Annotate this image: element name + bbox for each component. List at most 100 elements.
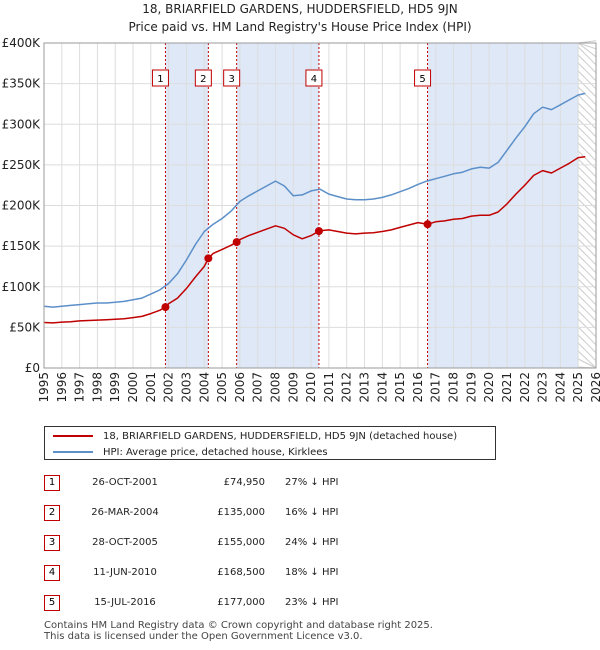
forecast-hatch [577,278,597,298]
x-tick-label: 1995 [37,372,51,403]
forecast-hatch [577,198,597,218]
sale-price: £135,000 [217,507,265,518]
sale-label-text: 5 [419,74,425,85]
table-row: 3 28-OCT-2005 £155,000 24% ↓ HPI [0,535,600,555]
forecast-hatch [577,286,597,306]
x-tick-label: 2016 [411,372,425,403]
forecast-hatch [577,310,597,330]
sale-date: 26-MAR-2004 [91,507,159,518]
forecast-hatch [577,358,597,369]
sale-price: £168,500 [217,567,265,578]
x-tick-label: 1997 [73,372,87,403]
x-tick-label: 2005 [215,372,229,403]
sale-price: £177,000 [217,597,265,608]
forecast-hatch [577,94,597,114]
y-tick-label: £300K [2,117,42,131]
forecast-hatch [577,102,597,122]
x-tick-label: 2019 [464,372,478,403]
forecast-hatch [577,326,597,346]
sale-price: £155,000 [217,537,265,548]
sale-date: 26-OCT-2001 [92,477,158,488]
sale-label-text: 3 [228,74,234,85]
forecast-hatch [577,158,597,178]
x-tick-label: 2015 [393,372,407,403]
forecast-hatch [577,350,597,369]
sale-label: 3 [223,69,241,87]
x-tick-label: 2004 [197,372,211,403]
sale-label: 5 [414,69,432,87]
sale-price: £74,950 [223,477,265,488]
sale-label: 4 [305,69,323,87]
forecast-hatch [578,42,597,50]
sale-label: 2 [194,69,212,87]
legend-label-hpi: HPI: Average price, detached house, Kirk… [103,446,328,458]
y-tick-label: £50K [9,320,41,334]
forecast-hatch [577,166,597,186]
forecast-hatch [577,302,597,322]
x-tick-label: 2001 [144,372,158,403]
forecast-hatch [577,294,597,314]
property-series-line [43,156,586,324]
x-tick-label: 2000 [126,372,140,403]
forecast-hatch [577,110,597,130]
x-tick-label: 2017 [429,372,443,403]
x-tick-label: 2012 [340,372,354,403]
sale-label: 1 [151,69,169,87]
sale-points [161,220,432,312]
forecast-hatch [577,142,597,162]
sale-badge: 5 [44,595,60,611]
x-tick-label: 2021 [500,372,514,403]
forecast-hatch [577,42,597,58]
table-row: 5 15-JUL-2016 £177,000 23% ↓ HPI [0,595,600,615]
forecast-hatch [577,334,597,354]
chart-title: 18, BRIARFIELD GARDENS, HUDDERSFIELD, HD… [142,2,457,16]
sale-badge: 3 [44,535,60,551]
x-tick-label: 2022 [518,372,532,403]
x-tick-label: 2013 [358,372,372,403]
x-tick-label: 2010 [304,372,318,403]
y-tick-label: £0 [25,361,40,375]
price-chart: 18, BRIARFIELD GARDENS, HUDDERSFIELD, HD… [2,2,600,403]
chart-subtitle: Price paid vs. HM Land Registry's House … [128,20,471,34]
forecast-hatch [577,86,597,106]
sale-labels: 1 2 3 4 5 [151,69,432,87]
plot-frame [43,42,597,369]
y-tick-label: £400K [2,36,42,50]
x-axis-ticks: 1995 1996 1997 1998 1999 2000 2001 2002 2003 2004… [37,372,600,403]
x-tick-label: 2024 [553,372,567,403]
sale-label-text: 1 [157,74,163,85]
x-tick-label: 2008 [268,372,282,403]
sale-badge: 4 [44,565,60,581]
x-tick-label: 2020 [482,372,496,403]
forecast-hatch [577,134,597,154]
x-tick-label: 2018 [447,372,461,403]
sale-point [161,303,170,312]
forecast-hatch [577,214,597,234]
sale-badge: 2 [44,505,60,521]
sale-label-box [151,69,169,87]
x-tick-label: 2011 [322,372,336,403]
sale-point [423,220,432,229]
sale-hpi-diff: 24% ↓ HPI [285,537,339,548]
table-row: 4 11-JUN-2010 £168,500 18% ↓ HPI [0,565,600,585]
sale-hpi-diff: 16% ↓ HPI [285,507,339,518]
forecast-hatch [577,150,597,170]
footer-licence: This data is licensed under the Open Gov… [44,631,363,642]
forecast-hatch [577,246,597,266]
x-tick-label: 1996 [55,372,69,403]
x-tick-label: 2026 [589,372,600,403]
x-tick-label: 2007 [251,372,265,403]
forecast-hatch [577,206,597,226]
legend-item-property: 18, BRIARFIELD GARDENS, HUDDERSFIELD, HD… [53,428,457,444]
y-tick-label: £350K [2,77,42,91]
sale-point [232,238,241,247]
sale-label-box [223,69,241,87]
sale-hpi-diff: 23% ↓ HPI [285,597,339,608]
x-tick-label: 2014 [375,372,389,403]
forecast-hatch [577,222,597,242]
y-tick-label: £200K [2,199,42,213]
x-tick-label: 1999 [108,372,122,403]
forecast-hatch [577,342,597,362]
forecast-hatch [577,54,597,74]
x-tick-label: 2003 [179,372,193,403]
